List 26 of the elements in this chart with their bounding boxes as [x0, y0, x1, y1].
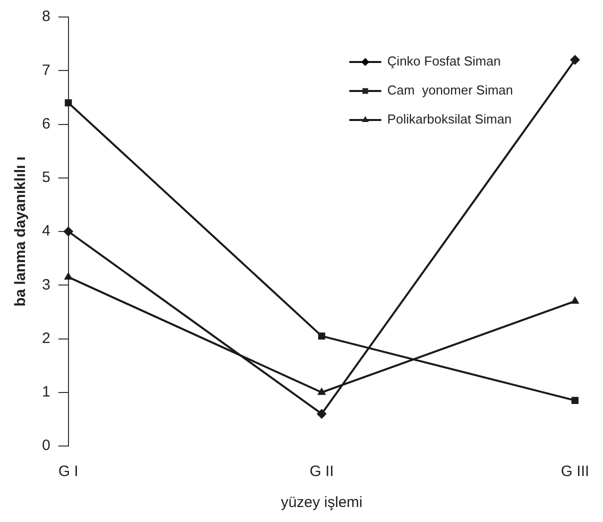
y-tick-label: 6 — [42, 115, 50, 132]
legend-label: Polikarboksilat Siman — [387, 112, 512, 127]
x-tick-label: G II — [310, 463, 334, 480]
y-tick-label: 0 — [42, 437, 50, 454]
point — [64, 99, 72, 106]
point — [570, 296, 580, 304]
y-tick-label: 2 — [42, 330, 50, 347]
legend-label: Çinko Fosfat Siman — [387, 54, 501, 69]
y-tick-label: 7 — [42, 62, 50, 79]
y-tick-label: 1 — [42, 384, 50, 401]
y-tick-label: 8 — [42, 8, 50, 26]
y-tick-label: 3 — [42, 276, 50, 294]
x-tick-label: G I — [58, 463, 78, 480]
y-tick-label: 4 — [42, 222, 50, 240]
point — [317, 387, 326, 395]
point — [64, 272, 73, 280]
y-tick-label: 5 — [42, 169, 50, 186]
point — [316, 408, 327, 419]
legend-label: Cam yonomer Siman — [387, 82, 514, 98]
point — [570, 54, 580, 65]
point — [63, 226, 74, 236]
point — [318, 332, 326, 340]
x-tick-label: G III — [560, 463, 590, 480]
x-axis-title: yüzey işlemi — [280, 494, 363, 512]
y-axis-title: ba lanma dayanıklılı ı — [12, 156, 30, 307]
point — [571, 396, 579, 404]
